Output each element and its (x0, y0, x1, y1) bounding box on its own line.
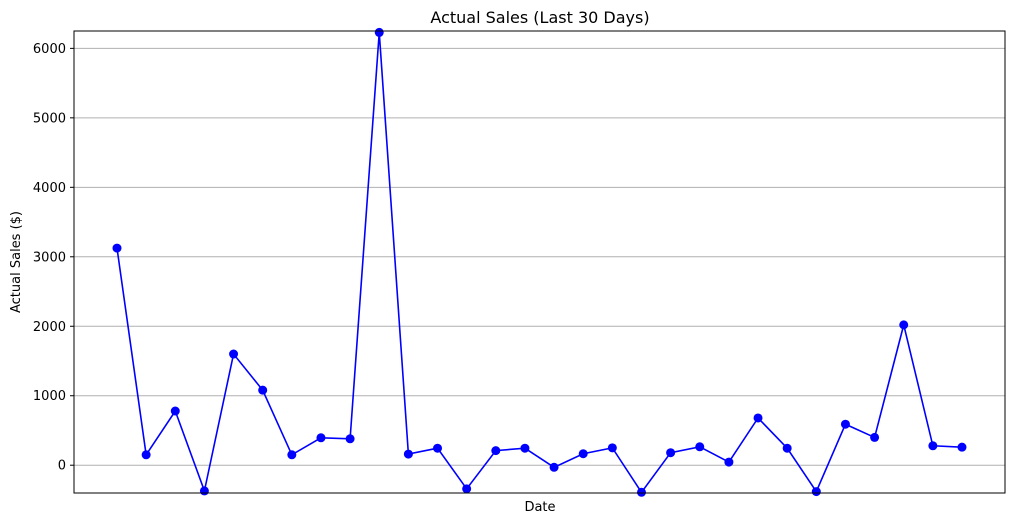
y-tick-label-4: 4000 (33, 181, 66, 196)
y-tick-label-3: 3000 (33, 250, 66, 265)
data-point-15 (549, 462, 559, 472)
data-point-23 (782, 443, 792, 453)
series-group (112, 27, 967, 497)
data-point-25 (840, 419, 850, 429)
chart-title: Actual Sales (Last 30 Days) (430, 8, 649, 27)
data-point-0 (112, 243, 122, 253)
data-point-9 (374, 27, 384, 37)
data-point-6 (287, 450, 297, 460)
data-point-13 (491, 446, 501, 456)
data-point-20 (695, 442, 705, 452)
data-point-2 (170, 406, 180, 416)
y-tick-label-5: 5000 (33, 111, 66, 126)
data-point-14 (520, 443, 530, 453)
y-axis: 0 1000 2000 3000 4000 5000 6000 (33, 42, 74, 474)
data-point-28 (928, 441, 938, 451)
x-axis-title: Date (524, 500, 555, 515)
y-tick-label-0: 0 (58, 459, 66, 474)
data-point-10 (403, 449, 413, 459)
data-point-16 (578, 449, 588, 459)
data-point-27 (899, 320, 909, 330)
data-point-12 (462, 484, 472, 494)
data-point-29 (957, 442, 967, 452)
data-point-1 (141, 450, 151, 460)
y-tick-label-6: 6000 (33, 42, 66, 57)
data-point-3 (199, 486, 209, 496)
data-point-7 (316, 433, 326, 443)
data-point-19 (666, 448, 676, 458)
data-point-22 (753, 413, 763, 423)
plot-frame (73, 30, 1006, 494)
data-point-11 (433, 443, 443, 453)
series-line (116, 32, 963, 494)
y-tick-label-1: 1000 (33, 389, 66, 404)
y-axis-title: Actual Sales ($) (9, 211, 24, 313)
data-point-17 (607, 443, 617, 453)
y-tick-label-2: 2000 (33, 320, 66, 335)
grid-lines (74, 47, 1005, 466)
data-point-18 (636, 487, 646, 497)
data-point-8 (345, 434, 355, 444)
data-point-24 (811, 487, 821, 497)
data-point-4 (229, 349, 239, 359)
data-point-21 (724, 457, 734, 467)
data-point-5 (258, 385, 268, 395)
data-point-26 (870, 432, 880, 442)
